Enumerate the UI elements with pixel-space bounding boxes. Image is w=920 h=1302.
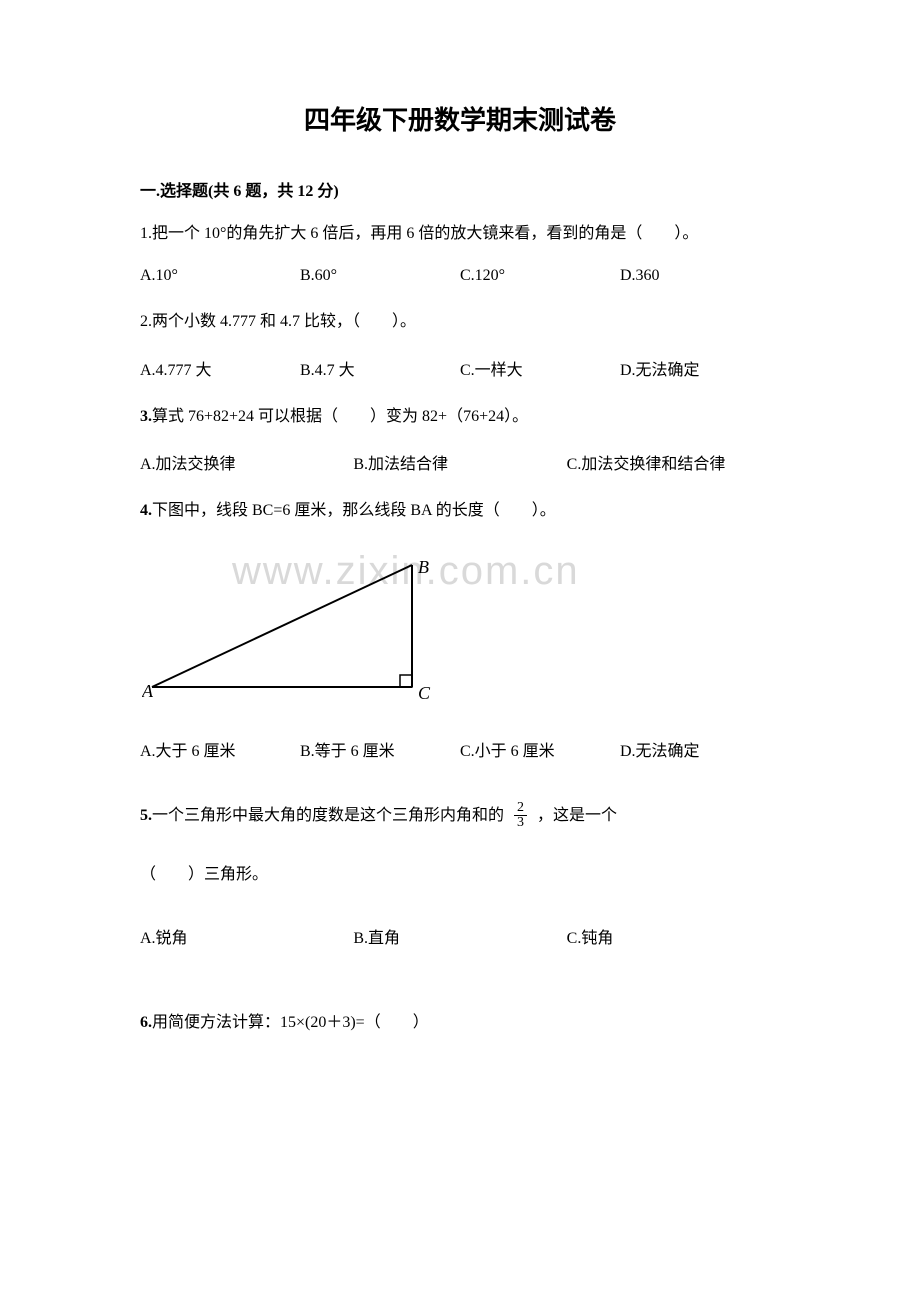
q4-num: 4.	[140, 502, 152, 519]
question-5-line2: （ ）三角形。	[140, 860, 780, 884]
fraction-denominator: 3	[514, 816, 527, 830]
q6-num: 6.	[140, 1014, 152, 1031]
q2-option-a: A.4.777 大	[140, 356, 300, 380]
q5-option-a: A.锐角	[140, 924, 353, 948]
q2-option-b: B.4.7 大	[300, 356, 460, 380]
q3-option-a: A.加法交换律	[140, 450, 353, 474]
q3-option-c: C.加法交换律和结合律	[567, 450, 780, 474]
q5-text-post: ，这是一个	[537, 807, 617, 824]
q5-option-b: B.直角	[353, 924, 566, 948]
question-2-text: 2.两个小数 4.777 和 4.7 比较，（ ）。	[140, 307, 780, 337]
line-ab	[152, 565, 412, 687]
page-title: 四年级下册数学期末测试卷	[140, 100, 780, 137]
q6-body: 用简便方法计算：15×(20＋3)=（ ）	[152, 1014, 429, 1031]
q4-option-c: C.小于 6 厘米	[460, 737, 620, 761]
q4-option-d: D.无法确定	[620, 737, 780, 761]
q3-option-b: B.加法结合律	[353, 450, 566, 474]
q4-body: 下图中，线段 BC=6 厘米，那么线段 BA 的长度（ ）。	[152, 502, 556, 519]
q5-num: 5.	[140, 807, 152, 824]
right-angle-marker	[400, 675, 412, 687]
triangle-diagram: www.zixin.com.cn A B C	[142, 557, 442, 707]
q1-option-d: D.360	[620, 267, 780, 285]
question-6-text: 6.用简便方法计算：15×(20＋3)=（ ）	[140, 1008, 780, 1032]
vertex-label-b: B	[418, 557, 429, 577]
question-5-line1: 5.一个三角形中最大角的度数是这个三角形内角和的 2 3 ，这是一个	[140, 801, 780, 831]
triangle-svg: A B C	[142, 557, 442, 707]
q5-option-c: C.钝角	[567, 924, 780, 948]
q4-option-b: B.等于 6 厘米	[300, 737, 460, 761]
q3-body: 算式 76+82+24 可以根据（ ）变为 82+（76+24）。	[152, 408, 528, 425]
vertex-label-c: C	[418, 683, 431, 703]
question-4-text: 4.下图中，线段 BC=6 厘米，那么线段 BA 的长度（ ）。	[140, 496, 780, 526]
q3-num: 3.	[140, 408, 152, 425]
fraction-numerator: 2	[514, 801, 527, 816]
q4-option-a: A.大于 6 厘米	[140, 737, 300, 761]
question-3-options: A.加法交换律 B.加法结合律 C.加法交换律和结合律	[140, 450, 780, 474]
question-5-options: A.锐角 B.直角 C.钝角	[140, 924, 780, 948]
q1-option-c: C.120°	[460, 267, 620, 285]
fraction-two-thirds: 2 3	[514, 801, 527, 830]
q2-option-d: D.无法确定	[620, 356, 780, 380]
q1-option-a: A.10°	[140, 267, 300, 285]
q5-text-pre: 一个三角形中最大角的度数是这个三角形内角和的	[152, 807, 508, 824]
question-1-text: 1.把一个 10°的角先扩大 6 倍后，再用 6 倍的放大镜来看，看到的角是（ …	[140, 219, 780, 249]
vertex-label-a: A	[142, 681, 154, 701]
question-1-options: A.10° B.60° C.120° D.360	[140, 267, 780, 285]
q2-option-c: C.一样大	[460, 356, 620, 380]
section-1-header: 一.选择题(共 6 题，共 12 分)	[140, 177, 780, 201]
question-4-options: A.大于 6 厘米 B.等于 6 厘米 C.小于 6 厘米 D.无法确定	[140, 737, 780, 761]
question-3-text: 3.算式 76+82+24 可以根据（ ）变为 82+（76+24）。	[140, 402, 780, 432]
question-2-options: A.4.777 大 B.4.7 大 C.一样大 D.无法确定	[140, 356, 780, 380]
q1-option-b: B.60°	[300, 267, 460, 285]
